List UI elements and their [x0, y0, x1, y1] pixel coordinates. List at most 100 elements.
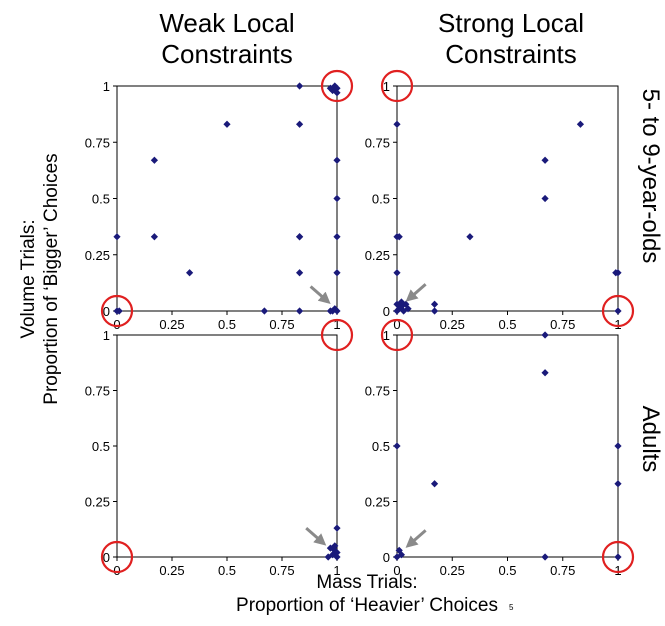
y-tick-label: 0: [103, 550, 110, 565]
highlight-circle: [601, 294, 635, 328]
data-point: [466, 233, 474, 241]
data-point: [186, 269, 194, 277]
y-tick-label: 0.5: [372, 192, 390, 207]
y-axis-title-line-2: Proportion of ‘Bigger’ Choices: [41, 153, 62, 405]
data-point: [333, 156, 341, 164]
x-tick-label: 0.75: [269, 563, 294, 578]
data-point: [393, 120, 401, 128]
y-tick-label: 0.25: [85, 495, 110, 510]
x-tick-label: 0.5: [498, 317, 516, 332]
data-point: [430, 307, 439, 315]
data-point: [324, 553, 332, 561]
x-axis-title-line-2: Proportion of ‘Heavier’ Choices: [236, 595, 498, 616]
x-tick-label: 0: [393, 317, 400, 332]
data-point: [326, 307, 334, 315]
x-tick-label: 0.25: [440, 563, 465, 578]
x-tick-label: 0.75: [550, 563, 575, 578]
data-point: [329, 551, 337, 559]
data-point: [326, 84, 334, 92]
y-axis-title-line-1: Volume Trials:: [18, 219, 39, 339]
x-tick-label: 1: [614, 317, 621, 332]
y-tick-label: 0.75: [85, 384, 110, 399]
panel-3: 0 0.25 0.5 0.75 100.250.50.751: [85, 318, 354, 578]
data-point: [333, 233, 341, 241]
y-tick-label: 0.25: [85, 248, 110, 263]
y-tick-label: 0: [103, 304, 110, 319]
data-point: [430, 480, 439, 488]
x-tick-label: 1: [333, 317, 340, 332]
data-point: [404, 305, 412, 313]
data-point: [326, 544, 334, 552]
row-label-children: 5- to 9-year-olds: [637, 88, 664, 264]
data-point: [430, 300, 439, 308]
x-tick-label: 0.75: [269, 317, 294, 332]
x-tick-label: 0.5: [218, 563, 236, 578]
x-tick-label: 1: [333, 563, 340, 578]
y-tick-label: 1: [103, 328, 110, 343]
panel-4: 0 0.25 0.5 0.75 100.250.50.751: [365, 318, 635, 578]
data-point: [614, 553, 622, 561]
data-point: [331, 546, 339, 554]
y-tick-label: 0.5: [372, 439, 390, 454]
column-title-strong-text: Strong Local Constraints: [438, 8, 584, 69]
x-tick-label: 0.25: [440, 317, 465, 332]
plot-frame: [116, 334, 338, 558]
highlight-circle: [601, 540, 635, 574]
pointer-arrow: [405, 283, 427, 302]
footnote-mark: 5: [509, 603, 514, 612]
data-point: [614, 480, 622, 488]
plot-frame: [396, 334, 619, 558]
column-title-weak: Weak Local Constraints: [97, 8, 357, 70]
data-point: [393, 269, 401, 277]
data-point: [395, 546, 403, 554]
pointer-arrow: [405, 529, 427, 548]
plot-frame: [116, 85, 338, 312]
data-point: [333, 89, 341, 97]
data-point: [393, 300, 401, 308]
highlight-circle: [380, 69, 414, 103]
x-tick-label: 0.75: [550, 317, 575, 332]
x-axis-title: Mass Trials: Proportion of ‘Heavier’ Cho…: [147, 571, 587, 617]
data-point: [395, 233, 403, 241]
highlight-circle: [100, 540, 134, 574]
panel-1: 0 0.25 0.5 0.75 1 0 0.25 0.5 0.75 1: [85, 69, 354, 332]
data-point: [541, 553, 549, 561]
data-point: [333, 269, 341, 277]
data-point: [333, 194, 341, 203]
panel-2: 0 0.25 0.5 0.75 1 0 0.25 0.5 0.75 1: [365, 69, 635, 332]
data-point: [329, 86, 337, 95]
y-tick-label: 1: [103, 79, 110, 94]
y-tick-label: 0.25: [365, 495, 390, 510]
highlight-circle: [320, 318, 354, 352]
data-point: [115, 307, 123, 315]
data-point: [296, 82, 304, 90]
x-axis-title-line-1: Mass Trials:: [316, 572, 418, 593]
x-tick-label: 0.5: [498, 563, 516, 578]
y-axis-title: Volume Trials: Proportion of ‘Bigger’ Ch…: [17, 59, 63, 499]
y-tick-label: 0.75: [365, 135, 390, 150]
column-title-weak-text: Weak Local Constraints: [159, 8, 295, 69]
data-point: [296, 233, 304, 241]
data-point: [333, 84, 341, 92]
highlight-circle: [320, 69, 354, 103]
y-tick-label: 1: [383, 79, 390, 94]
x-tick-label: 0: [113, 563, 120, 578]
data-point: [296, 307, 304, 315]
y-tick-label: 0: [383, 304, 390, 319]
highlight-circle: [380, 318, 414, 352]
data-point: [576, 120, 585, 128]
data-point: [393, 442, 401, 450]
x-tick-label: 0: [113, 317, 120, 332]
data-point: [331, 542, 339, 550]
data-point: [612, 269, 620, 277]
x-tick-label: 0.25: [159, 563, 184, 578]
data-point: [541, 156, 549, 164]
y-tick-label: 0.5: [92, 439, 110, 454]
data-point: [113, 233, 121, 241]
data-point: [397, 551, 406, 559]
data-point: [223, 120, 231, 128]
y-tick-label: 0: [383, 550, 390, 565]
pointer-arrow: [305, 526, 327, 546]
data-point: [331, 82, 339, 90]
